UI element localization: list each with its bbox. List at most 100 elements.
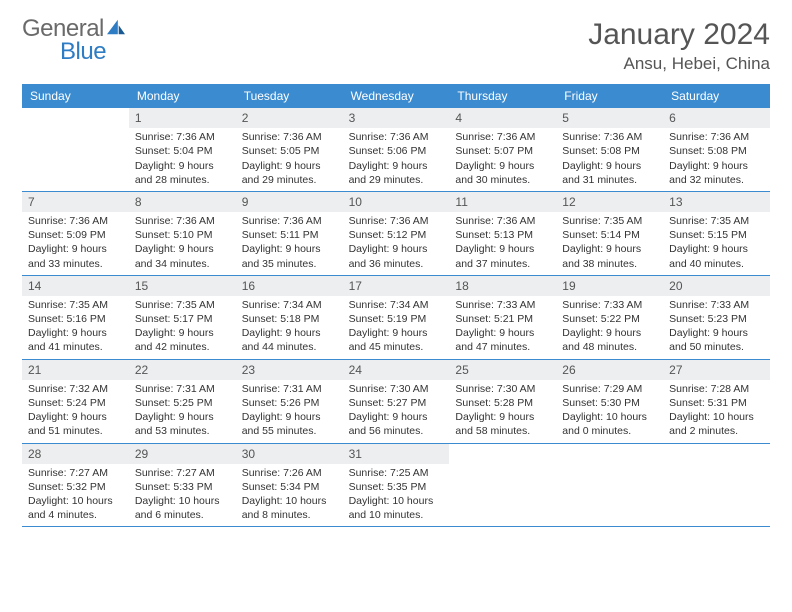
daylight-text: and 30 minutes. [455, 173, 550, 187]
daylight-text: and 32 minutes. [669, 173, 764, 187]
daylight-text: and 41 minutes. [28, 340, 123, 354]
daylight-text: Daylight: 10 hours [349, 494, 444, 508]
sunset-text: Sunset: 5:32 PM [28, 480, 123, 494]
sunset-text: Sunset: 5:14 PM [562, 228, 657, 242]
daylight-text: and 42 minutes. [135, 340, 230, 354]
sunrise-text: Sunrise: 7:35 AM [562, 214, 657, 228]
daylight-text: Daylight: 9 hours [135, 242, 230, 256]
day-details: Sunrise: 7:27 AMSunset: 5:33 PMDaylight:… [129, 464, 236, 527]
sunset-text: Sunset: 5:31 PM [669, 396, 764, 410]
week-row: 14Sunrise: 7:35 AMSunset: 5:16 PMDayligh… [22, 276, 770, 360]
daylight-text: Daylight: 9 hours [242, 326, 337, 340]
sunrise-text: Sunrise: 7:32 AM [28, 382, 123, 396]
daylight-text: and 6 minutes. [135, 508, 230, 522]
sunrise-text: Sunrise: 7:33 AM [669, 298, 764, 312]
day-number: 4 [449, 108, 556, 128]
sunrise-text: Sunrise: 7:26 AM [242, 466, 337, 480]
day-number: 30 [236, 444, 343, 464]
day-number [449, 444, 556, 448]
daylight-text: Daylight: 9 hours [669, 326, 764, 340]
title-block: January 2024 Ansu, Hebei, China [588, 18, 770, 74]
daylight-text: Daylight: 9 hours [562, 242, 657, 256]
sunset-text: Sunset: 5:30 PM [562, 396, 657, 410]
daylight-text: and 29 minutes. [242, 173, 337, 187]
daylight-text: and 58 minutes. [455, 424, 550, 438]
day-cell: 1Sunrise: 7:36 AMSunset: 5:04 PMDaylight… [129, 108, 236, 191]
day-details: Sunrise: 7:31 AMSunset: 5:25 PMDaylight:… [129, 380, 236, 443]
day-cell: 4Sunrise: 7:36 AMSunset: 5:07 PMDaylight… [449, 108, 556, 191]
day-details: Sunrise: 7:36 AMSunset: 5:04 PMDaylight:… [129, 128, 236, 191]
day-cell: 27Sunrise: 7:28 AMSunset: 5:31 PMDayligh… [663, 360, 770, 443]
day-cell [449, 444, 556, 527]
daylight-text: Daylight: 9 hours [28, 242, 123, 256]
sunset-text: Sunset: 5:15 PM [669, 228, 764, 242]
day-cell: 16Sunrise: 7:34 AMSunset: 5:18 PMDayligh… [236, 276, 343, 359]
day-details: Sunrise: 7:36 AMSunset: 5:10 PMDaylight:… [129, 212, 236, 275]
day-number: 19 [556, 276, 663, 296]
daylight-text: and 0 minutes. [562, 424, 657, 438]
day-details: Sunrise: 7:30 AMSunset: 5:28 PMDaylight:… [449, 380, 556, 443]
day-cell: 13Sunrise: 7:35 AMSunset: 5:15 PMDayligh… [663, 192, 770, 275]
day-number: 23 [236, 360, 343, 380]
sunrise-text: Sunrise: 7:31 AM [242, 382, 337, 396]
day-cell: 26Sunrise: 7:29 AMSunset: 5:30 PMDayligh… [556, 360, 663, 443]
day-number: 1 [129, 108, 236, 128]
sunset-text: Sunset: 5:23 PM [669, 312, 764, 326]
day-details: Sunrise: 7:33 AMSunset: 5:23 PMDaylight:… [663, 296, 770, 359]
sunrise-text: Sunrise: 7:36 AM [455, 214, 550, 228]
weeks-container: 1Sunrise: 7:36 AMSunset: 5:04 PMDaylight… [22, 108, 770, 527]
day-number [663, 444, 770, 448]
day-number: 7 [22, 192, 129, 212]
day-details: Sunrise: 7:36 AMSunset: 5:06 PMDaylight:… [343, 128, 450, 191]
sunset-text: Sunset: 5:16 PM [28, 312, 123, 326]
day-number: 18 [449, 276, 556, 296]
sunrise-text: Sunrise: 7:27 AM [135, 466, 230, 480]
day-details: Sunrise: 7:33 AMSunset: 5:22 PMDaylight:… [556, 296, 663, 359]
day-details: Sunrise: 7:35 AMSunset: 5:15 PMDaylight:… [663, 212, 770, 275]
daylight-text: Daylight: 9 hours [349, 410, 444, 424]
day-number: 15 [129, 276, 236, 296]
daylight-text: and 36 minutes. [349, 257, 444, 271]
day-number [556, 444, 663, 448]
daylight-text: Daylight: 9 hours [242, 242, 337, 256]
daylight-text: Daylight: 9 hours [455, 410, 550, 424]
sunrise-text: Sunrise: 7:28 AM [669, 382, 764, 396]
day-cell: 22Sunrise: 7:31 AMSunset: 5:25 PMDayligh… [129, 360, 236, 443]
day-number: 11 [449, 192, 556, 212]
daylight-text: and 2 minutes. [669, 424, 764, 438]
day-cell [556, 444, 663, 527]
day-number: 16 [236, 276, 343, 296]
day-number: 26 [556, 360, 663, 380]
day-cell: 25Sunrise: 7:30 AMSunset: 5:28 PMDayligh… [449, 360, 556, 443]
day-details: Sunrise: 7:32 AMSunset: 5:24 PMDaylight:… [22, 380, 129, 443]
sunset-text: Sunset: 5:34 PM [242, 480, 337, 494]
day-header: Monday [129, 84, 236, 108]
header: General Blue January 2024 Ansu, Hebei, C… [22, 18, 770, 74]
week-row: 7Sunrise: 7:36 AMSunset: 5:09 PMDaylight… [22, 192, 770, 276]
day-cell: 19Sunrise: 7:33 AMSunset: 5:22 PMDayligh… [556, 276, 663, 359]
daylight-text: Daylight: 9 hours [349, 326, 444, 340]
daylight-text: and 44 minutes. [242, 340, 337, 354]
day-details: Sunrise: 7:33 AMSunset: 5:21 PMDaylight:… [449, 296, 556, 359]
day-cell [22, 108, 129, 191]
day-details: Sunrise: 7:35 AMSunset: 5:16 PMDaylight:… [22, 296, 129, 359]
daylight-text: and 47 minutes. [455, 340, 550, 354]
day-cell: 20Sunrise: 7:33 AMSunset: 5:23 PMDayligh… [663, 276, 770, 359]
sunrise-text: Sunrise: 7:36 AM [349, 214, 444, 228]
day-number: 13 [663, 192, 770, 212]
daylight-text: Daylight: 9 hours [562, 326, 657, 340]
daylight-text: and 48 minutes. [562, 340, 657, 354]
day-cell: 31Sunrise: 7:25 AMSunset: 5:35 PMDayligh… [343, 444, 450, 527]
daylight-text: and 4 minutes. [28, 508, 123, 522]
sunrise-text: Sunrise: 7:36 AM [455, 130, 550, 144]
sunrise-text: Sunrise: 7:36 AM [242, 214, 337, 228]
sunset-text: Sunset: 5:18 PM [242, 312, 337, 326]
sunset-text: Sunset: 5:21 PM [455, 312, 550, 326]
day-cell [663, 444, 770, 527]
daylight-text: Daylight: 9 hours [135, 410, 230, 424]
daylight-text: and 50 minutes. [669, 340, 764, 354]
day-number: 20 [663, 276, 770, 296]
daylight-text: Daylight: 9 hours [135, 326, 230, 340]
sunset-text: Sunset: 5:25 PM [135, 396, 230, 410]
logo-sail-icon [105, 18, 127, 39]
